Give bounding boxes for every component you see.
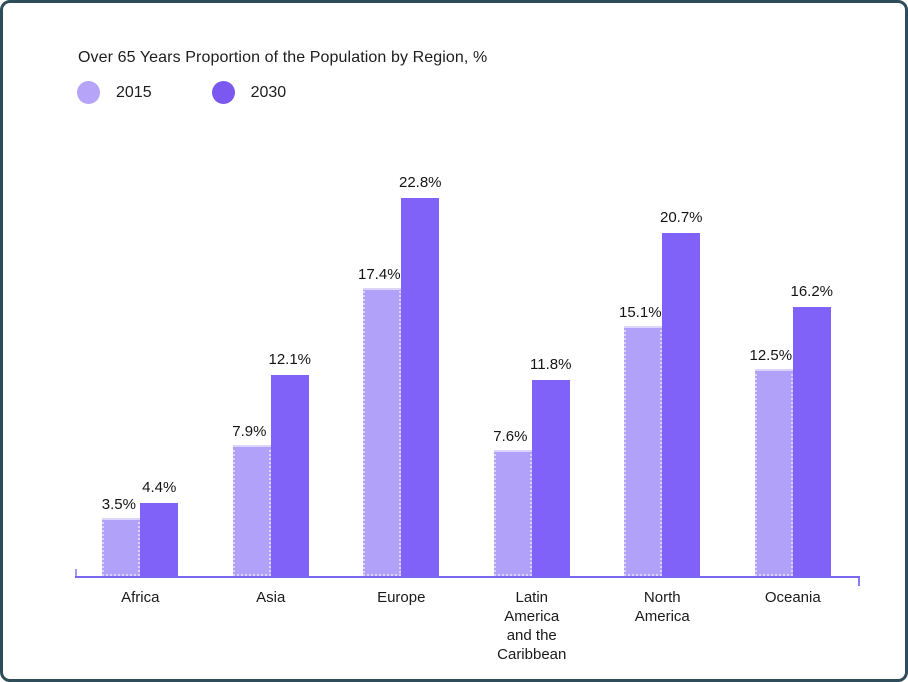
x-axis-label-oceania: Oceania [764, 589, 821, 606]
x-axis-label-north: North America [634, 589, 690, 625]
bar-2015-africa: 3.5% [102, 496, 141, 576]
legend-item-2030: 2030 [211, 81, 287, 104]
value-label-2030-latin: 11.8% [530, 356, 572, 374]
bar-2015-asia: 7.9% [232, 423, 271, 576]
bar-2015-oceania: 12.5% [749, 347, 793, 576]
value-label-2030-north: 20.7% [659, 208, 703, 226]
bar-group-europe: 17.4% 22.8% [336, 174, 467, 576]
legend-swatch-2030-icon [211, 81, 235, 104]
bar-2015-latin: 7.6% [493, 428, 532, 576]
x-axis-label-africa: Africa [121, 589, 160, 606]
bar-2030-africa: 4.4% [140, 479, 179, 576]
value-label-2015-oceania: 12.5% [749, 346, 793, 364]
bar-2030-oceania: 16.2% [790, 283, 833, 576]
bar-2030-north: 20.7% [660, 209, 703, 576]
bar-group-africa: 3.5% 4.4% [75, 479, 206, 576]
bar-group-latin: 7.6% 11.8% [467, 356, 598, 576]
bar-2030-europe: 22.8% [399, 174, 442, 576]
bar-group-oceania: 12.5% 16.2% [728, 283, 859, 576]
x-axis-label-latin: Latin America and the Caribbean [497, 589, 567, 663]
chart-title: Over 65 Years Proportion of the Populati… [78, 49, 488, 66]
legend-label-2015: 2015 [116, 83, 152, 101]
bar-2015-europe: 17.4% [358, 266, 402, 576]
value-label-2015-africa: 3.5% [101, 495, 136, 513]
bar-group-north: 15.1% 20.7% [597, 209, 728, 576]
value-label-2015-north: 15.1% [618, 303, 662, 321]
value-label-2030-oceania: 16.2% [790, 283, 834, 301]
x-axis-right-tick [858, 578, 860, 586]
bar-group-asia: 7.9% 12.1% [206, 351, 337, 576]
value-label-2030-africa: 4.4% [142, 479, 177, 497]
value-label-2015-europe: 17.4% [357, 265, 401, 283]
bar-2030-latin: 11.8% [530, 356, 571, 576]
value-label-2015-asia: 7.9% [232, 423, 267, 441]
legend-item-2015: 2015 [77, 81, 152, 104]
legend-label-2030: 2030 [250, 83, 287, 101]
value-label-2015-latin: 7.6% [493, 428, 528, 445]
bars-row: 3.5% 4.4% 7.9% 12.1% 17.4% 22.8% 7.6% 11.8% 15.1… [75, 3, 858, 576]
legend: 2015 2030 [77, 81, 286, 104]
x-axis-left-tick [75, 569, 77, 576]
bar-2015-north: 15.1% [619, 304, 663, 576]
value-label-2030-asia: 12.1% [268, 351, 312, 369]
x-axis-line [75, 576, 860, 578]
x-axis-label-europe: Europe [377, 589, 426, 606]
plot-area: 3.5% 4.4% 7.9% 12.1% 17.4% 22.8% 7.6% 11.8% 15.1… [3, 3, 905, 679]
x-axis-labels-row: Africa Asia Europe Latin America and the Ca… [75, 588, 858, 664]
bar-2030-asia: 12.1% [268, 351, 311, 576]
value-label-2030-europe: 22.8% [398, 173, 442, 191]
legend-swatch-2015-icon [77, 81, 100, 104]
x-axis-label-asia: Asia [256, 589, 286, 606]
